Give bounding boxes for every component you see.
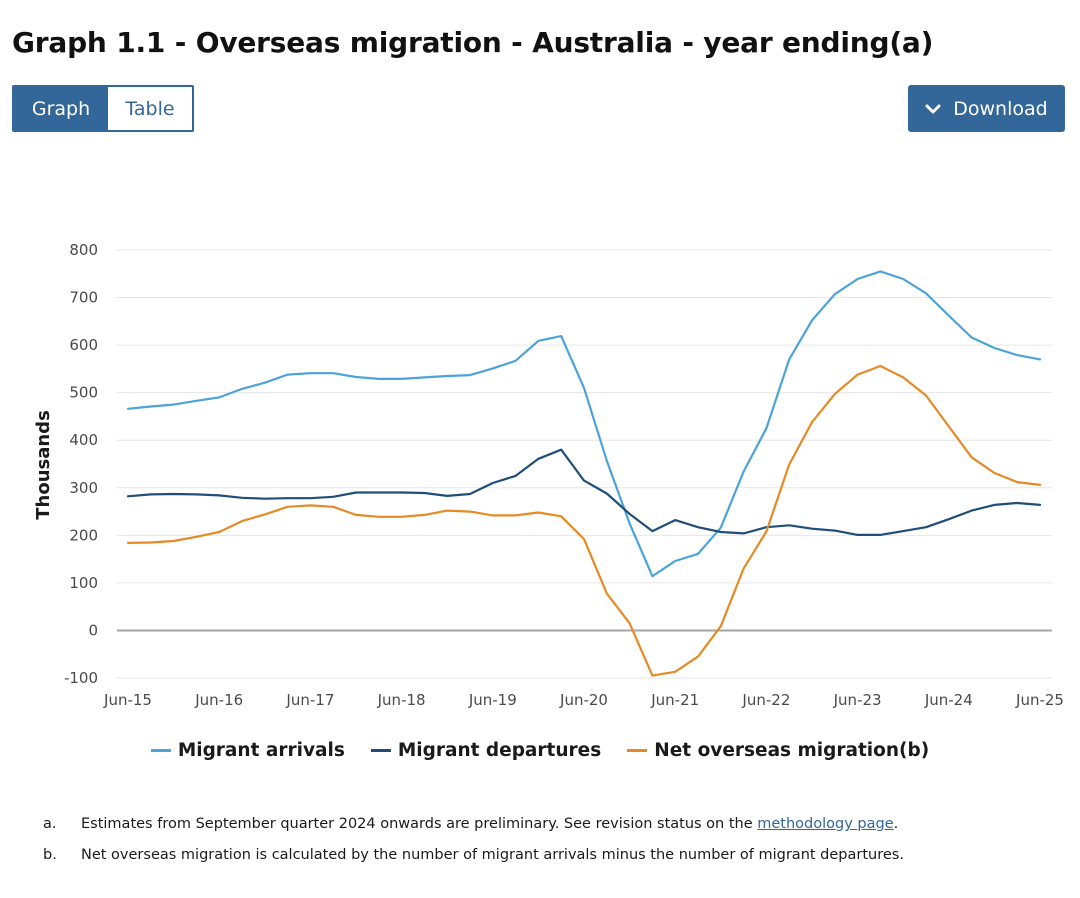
grid-lines — [117, 249, 1052, 679]
page-title: Graph 1.1 - Overseas migration - Austral… — [12, 26, 934, 59]
legend-label-arrivals: Migrant arrivals — [177, 740, 345, 761]
x-tick-label: Jun-24 — [924, 691, 973, 709]
download-label: Download — [953, 97, 1048, 120]
footnotes: a. Estimates from September quarter 2024… — [0, 816, 1080, 878]
x-tick-label: Jun-18 — [377, 691, 426, 709]
view-toggle: Graph Table — [12, 85, 194, 132]
y-tick-label: 500 — [69, 384, 98, 402]
y-tick-label: 0 — [88, 621, 98, 639]
y-tick-label: 100 — [69, 574, 98, 592]
y-tick-label: 200 — [69, 526, 98, 544]
series-line-departures[interactable] — [126, 448, 1042, 536]
y-tick-label: -100 — [64, 669, 98, 687]
tab-graph[interactable]: Graph — [14, 87, 108, 130]
x-tick-label: Jun-19 — [468, 691, 517, 709]
series-lines — [126, 270, 1042, 677]
x-tick-label: Jun-16 — [194, 691, 243, 709]
legend-label-net: Net overseas migration(b) — [654, 740, 930, 761]
y-tick-label: 400 — [69, 431, 98, 449]
footnote-suffix: . — [893, 816, 899, 832]
footnote-text-body: Estimates from September quarter 2024 on… — [81, 816, 758, 832]
chevron-down-icon — [925, 104, 941, 113]
x-tick-label: Jun-22 — [741, 691, 790, 709]
footnote-b: b. Net overseas migration is calculated … — [0, 847, 1080, 863]
legend-item-departures[interactable]: Migrant departures — [370, 740, 602, 761]
x-tick-label: Jun-17 — [285, 691, 334, 709]
y-tick-label: 800 — [69, 241, 98, 259]
x-tick-label: Jun-21 — [650, 691, 699, 709]
legend-swatch-net — [627, 749, 648, 752]
y-tick-label: 700 — [69, 289, 98, 307]
legend: Migrant arrivals Migrant departures Net … — [0, 740, 1080, 761]
legend-label-departures: Migrant departures — [397, 740, 602, 761]
legend-swatch-arrivals — [150, 749, 171, 752]
x-tick-label: Jun-20 — [559, 691, 608, 709]
tab-table[interactable]: Table — [108, 87, 192, 130]
footnote-marker: a. — [43, 816, 57, 832]
series-line-arrivals[interactable] — [126, 270, 1042, 578]
x-tick-label: Jun-25 — [1015, 691, 1064, 709]
footnote-text: Estimates from September quarter 2024 on… — [81, 816, 898, 832]
footnote-a: a. Estimates from September quarter 2024… — [0, 816, 1080, 832]
footnote-marker: b. — [43, 847, 57, 863]
y-tick-label: 300 — [69, 479, 98, 497]
series-line-net[interactable] — [126, 364, 1042, 677]
legend-swatch-departures — [370, 749, 391, 752]
x-tick-label: Jun-23 — [833, 691, 882, 709]
footnote-text: Net overseas migration is calculated by … — [81, 847, 904, 863]
x-tick-label: Jun-15 — [103, 691, 152, 709]
methodology-link[interactable]: methodology page — [757, 816, 894, 832]
x-tick-labels: Jun-15 Jun-16 Jun-17 Jun-18 Jun-19 Jun-20 Jun-… — [103, 691, 1064, 709]
download-button[interactable]: Download — [908, 85, 1065, 132]
y-tick-labels: -100 0 100 200 300 400 500 600 700 800 — [64, 241, 98, 687]
y-axis-title: Thousands — [33, 410, 54, 520]
legend-item-net[interactable]: Net overseas migration(b) — [627, 740, 929, 761]
y-tick-label: 600 — [69, 336, 98, 354]
legend-item-arrivals[interactable]: Migrant arrivals — [150, 740, 345, 761]
